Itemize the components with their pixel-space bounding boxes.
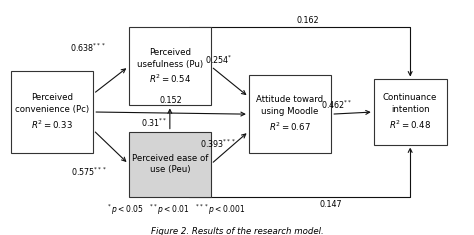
Text: 0.393$^{***}$: 0.393$^{***}$ <box>200 137 237 150</box>
Bar <box>11 71 93 153</box>
Text: $^*p < 0.05$   $^{**}p < 0.01$   $^{***}p<0.001$: $^*p < 0.05$ $^{**}p < 0.01$ $^{***}p<0.… <box>106 202 246 217</box>
Text: 0.462$^{**}$: 0.462$^{**}$ <box>321 98 353 111</box>
Bar <box>128 27 211 106</box>
Bar <box>128 132 211 196</box>
Text: 0.162: 0.162 <box>296 16 319 25</box>
Text: Figure 2. Results of the research model.: Figure 2. Results of the research model. <box>151 227 323 235</box>
Text: Perceived
convenience (Pc)
$R^2 = 0.33$: Perceived convenience (Pc) $R^2 = 0.33$ <box>15 93 89 131</box>
Text: Perceived
usefulness (Pu)
$R^2 = 0.54$: Perceived usefulness (Pu) $R^2 = 0.54$ <box>137 48 203 85</box>
Text: 0.152: 0.152 <box>160 96 182 105</box>
Bar <box>374 79 447 145</box>
Text: Continuance
intention
$R^2 = 0.48$: Continuance intention $R^2 = 0.48$ <box>383 93 438 131</box>
Text: 0.254$^{*}$: 0.254$^{*}$ <box>204 54 232 66</box>
Text: Attitude toward
using Moodle
$R^2 = 0.67$: Attitude toward using Moodle $R^2 = 0.67… <box>256 95 324 133</box>
Text: 0.147: 0.147 <box>320 200 343 209</box>
Text: 0.575$^{***}$: 0.575$^{***}$ <box>71 165 107 178</box>
Text: 0.638$^{***}$: 0.638$^{***}$ <box>70 42 107 54</box>
Text: Perceived ease of
use (Peu): Perceived ease of use (Peu) <box>132 154 208 174</box>
Text: 0.31$^{**}$: 0.31$^{**}$ <box>141 117 168 129</box>
Bar <box>249 75 331 153</box>
